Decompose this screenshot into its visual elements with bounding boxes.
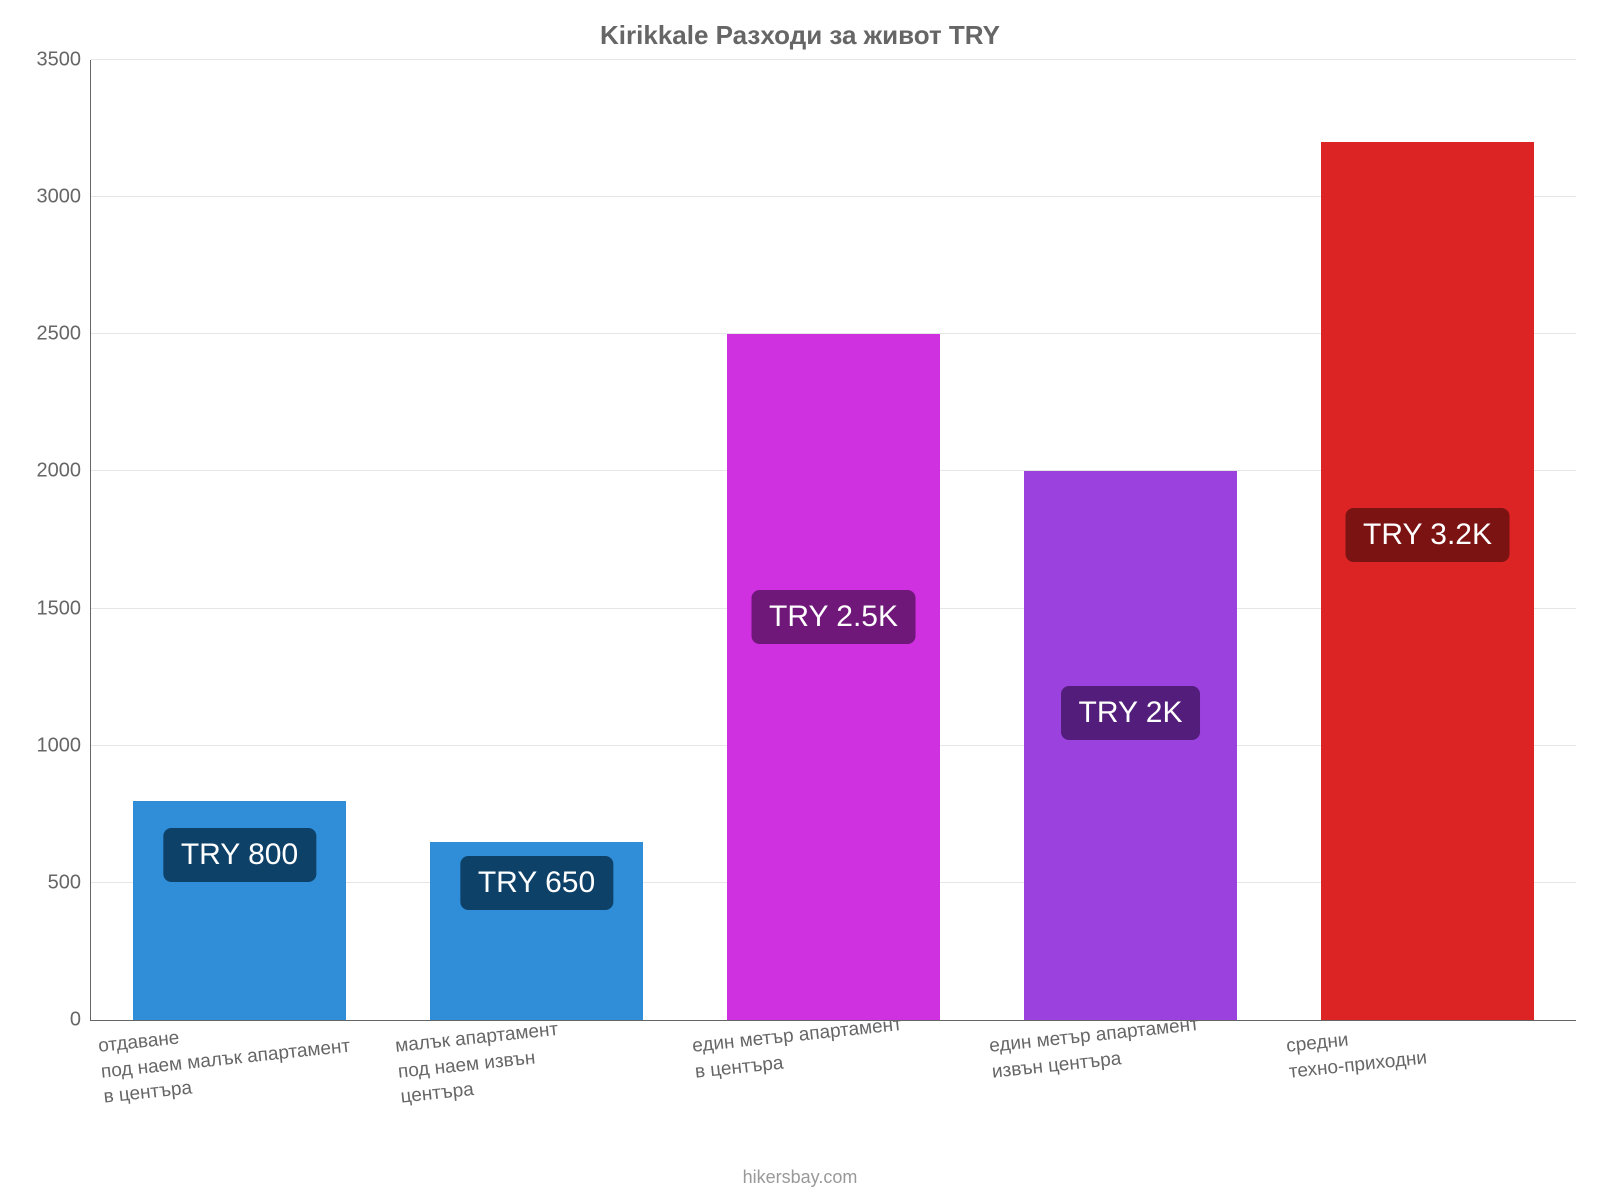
- y-tick-label: 500: [48, 871, 81, 894]
- x-category-label: средни техно-приходни: [1285, 1020, 1428, 1085]
- y-tick-label: 3000: [37, 186, 82, 209]
- bar-value-label: TRY 2.5K: [751, 590, 916, 644]
- y-tick-label: 1000: [37, 734, 82, 757]
- gridline: [91, 59, 1576, 60]
- bar: [727, 334, 941, 1020]
- cost-of-living-chart: Kirikkale Разходи за живот TRY 050010001…: [0, 0, 1600, 1200]
- x-category-label: един метър апартамент в центъра: [691, 1012, 906, 1085]
- x-category-label: един метър апартамент извън центъра: [988, 1012, 1203, 1085]
- bar-value-label: TRY 650: [460, 856, 613, 910]
- bar: [1321, 142, 1535, 1020]
- y-tick-label: 0: [70, 1009, 81, 1032]
- bar-value-label: TRY 2K: [1061, 686, 1201, 740]
- x-category-label: отдаване под наем малък апартамент в цен…: [97, 1008, 354, 1111]
- y-tick-label: 3500: [37, 49, 82, 72]
- y-tick-label: 2500: [37, 323, 82, 346]
- y-tick-label: 2000: [37, 460, 82, 483]
- bar-value-label: TRY 3.2K: [1345, 508, 1510, 562]
- chart-footer: hikersbay.com: [0, 1167, 1600, 1188]
- bar: [1024, 471, 1238, 1020]
- y-tick-label: 1500: [37, 597, 82, 620]
- plot-area: 0500100015002000250030003500TRY 800отдав…: [90, 60, 1576, 1021]
- chart-title: Kirikkale Разходи за живот TRY: [0, 20, 1600, 51]
- bar-value-label: TRY 800: [163, 828, 316, 882]
- x-category-label: малък апартамент под наем извън центъра: [394, 1017, 565, 1111]
